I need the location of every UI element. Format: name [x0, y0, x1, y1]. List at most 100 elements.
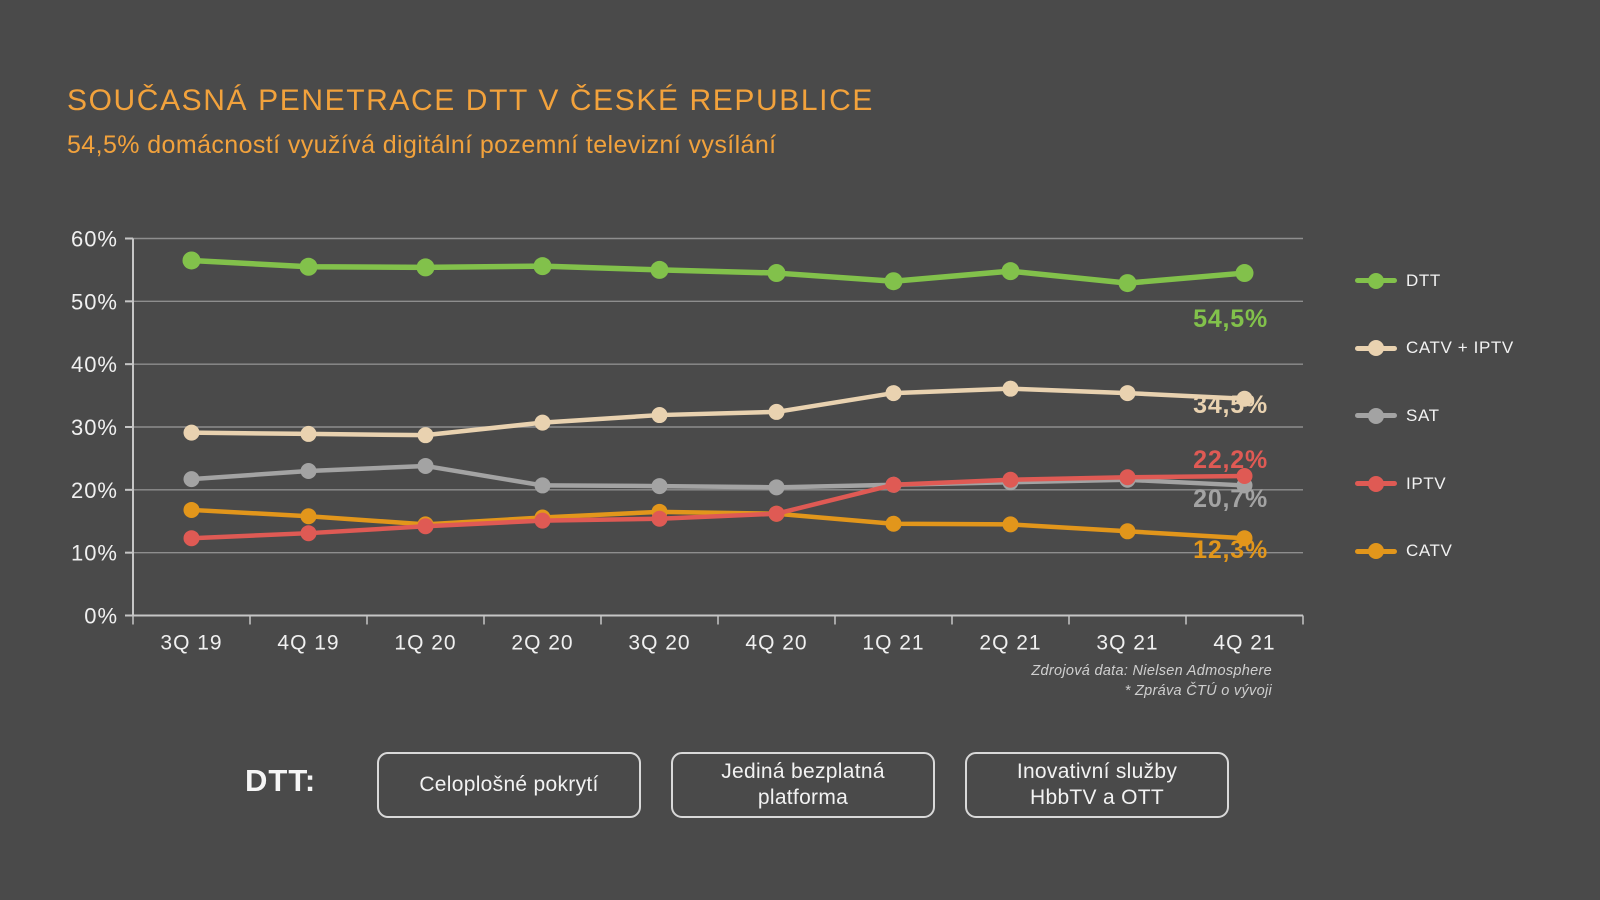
data-point-catv-3q-19	[183, 501, 200, 518]
series-line-sat	[189, 463, 1247, 490]
y-tick-label: 20%	[71, 478, 118, 503]
page-subtitle: 54,5% domácností využívá digitální pozem…	[67, 131, 777, 159]
legend-marker-dot	[1368, 407, 1384, 424]
data-point-catv-iptv-1q-21	[885, 385, 902, 402]
benefit-box-coverage: Celoplošné pokrytí	[377, 752, 641, 818]
data-point-catv-iptv-3q-20	[651, 407, 668, 424]
data-point-sat-2q-20	[534, 477, 551, 494]
legend-marker-line	[1355, 543, 1397, 560]
data-point-catv-iptv-3q-21	[1119, 385, 1136, 402]
y-tick-label: 50%	[71, 289, 118, 314]
data-point-dtt-3q-20	[650, 260, 669, 279]
end-label-catv: 12,3%	[1193, 536, 1268, 565]
x-tick-label: 4Q 20	[745, 632, 807, 655]
legend-label: CATV + IPTV	[1406, 338, 1514, 358]
data-point-catv-iptv-4q-21	[1236, 390, 1253, 407]
x-tick-label: 4Q 19	[277, 632, 339, 655]
x-tick-label: 1Q 20	[394, 632, 456, 655]
end-label-iptv: 22,2%	[1193, 446, 1268, 474]
series-line-catv-iptv	[189, 386, 1247, 438]
legend-marker-dot	[1368, 475, 1384, 492]
legend-label: SAT	[1406, 405, 1440, 425]
series-catv	[183, 501, 1253, 547]
data-point-iptv-3q-21	[1119, 469, 1136, 486]
data-point-catv-iptv-2q-20	[534, 414, 551, 431]
data-point-dtt-4q-20	[767, 264, 786, 283]
series-dtt	[182, 251, 1254, 293]
data-point-catv-2q-21	[1002, 516, 1019, 533]
end-label-catv-iptv: 34,5%	[1193, 390, 1268, 419]
data-point-sat-4q-20	[768, 479, 785, 496]
legend-item-dtt: DTT	[1355, 269, 1441, 293]
data-point-iptv-2q-21	[1002, 471, 1019, 488]
x-tick-label: 3Q 20	[628, 632, 690, 655]
data-point-catv-iptv-2q-21	[1002, 380, 1019, 397]
data-point-catv-iptv-3q-19	[183, 424, 200, 441]
header: SOUČASNÁ PENETRACE DTT V ČESKÉ REPUBLICE…	[67, 84, 874, 160]
page-title: SOUČASNÁ PENETRACE DTT V ČESKÉ REPUBLICE	[67, 84, 874, 117]
data-point-sat-3q-20	[651, 478, 668, 495]
data-point-dtt-1q-21	[884, 272, 903, 291]
legend-marker-line	[1355, 340, 1397, 357]
series-line-iptv	[189, 473, 1247, 541]
data-point-dtt-3q-19	[182, 251, 201, 270]
data-point-iptv-1q-20	[417, 518, 434, 535]
data-point-sat-1q-20	[417, 457, 434, 474]
y-tick-label: 60%	[71, 227, 118, 252]
x-tick-label: 3Q 19	[160, 632, 222, 655]
legend-label: IPTV	[1406, 473, 1447, 493]
data-point-iptv-4q-19	[300, 525, 317, 542]
x-tick-label: 1Q 21	[862, 632, 924, 655]
data-point-catv-3q-21	[1119, 523, 1136, 540]
data-point-sat-3q-19	[183, 471, 200, 488]
data-point-catv-1q-21	[885, 515, 902, 532]
y-tick-label: 10%	[71, 541, 118, 566]
y-tick-label: 30%	[71, 415, 118, 440]
benefit-box-innovative: Inovativní služby HbbTV a OTT	[965, 752, 1229, 818]
data-point-iptv-3q-19	[183, 530, 200, 547]
data-point-catv-iptv-4q-19	[300, 425, 317, 442]
data-point-iptv-1q-21	[885, 476, 902, 493]
legend-label: DTT	[1406, 270, 1441, 290]
data-point-dtt-4q-19	[299, 257, 318, 276]
data-point-dtt-1q-20	[416, 258, 435, 277]
legend-marker-dot	[1368, 543, 1384, 560]
legend-item-catv: CATV	[1355, 539, 1452, 563]
benefit-boxes: Celoplošné pokrytí Jediná bezplatná plat…	[377, 752, 1229, 818]
source-note-line2: * Zpráva ČTÚ o vývoji	[1124, 683, 1272, 700]
end-label-dtt: 54,5%	[1193, 305, 1268, 334]
x-tick-label: 2Q 20	[511, 632, 573, 655]
x-tick-label: 3Q 21	[1096, 632, 1158, 655]
legend-item-catv-iptv: CATV + IPTV	[1355, 336, 1514, 360]
data-point-catv-4q-19	[300, 508, 317, 525]
data-point-dtt-2q-20	[533, 257, 552, 276]
series-line-catv	[189, 507, 1247, 541]
series-iptv	[183, 468, 1253, 547]
source-note-line1: Zdrojová data: Nielsen Admosphere	[1031, 663, 1272, 679]
data-point-iptv-3q-20	[651, 510, 668, 527]
source-note: Zdrojová data: Nielsen Admosphere * Zprá…	[1031, 661, 1272, 702]
series-catv-iptv	[183, 380, 1253, 444]
y-tick-label: 40%	[71, 352, 118, 377]
legend-item-iptv: IPTV	[1355, 472, 1446, 496]
legend-label: CATV	[1406, 541, 1453, 561]
data-point-sat-4q-19	[300, 462, 317, 479]
legend-marker-line	[1355, 475, 1397, 492]
legend-marker-dot	[1368, 340, 1384, 357]
data-point-iptv-4q-21	[1236, 468, 1253, 485]
y-tick-label: 0%	[84, 604, 118, 629]
series-line-dtt	[188, 257, 1248, 286]
legend-marker-line	[1355, 272, 1397, 289]
data-point-dtt-3q-21	[1118, 274, 1137, 293]
x-tick-label: 2Q 21	[979, 632, 1041, 655]
data-point-catv-4q-21	[1236, 530, 1253, 547]
data-point-iptv-2q-20	[534, 512, 551, 529]
data-point-dtt-4q-21	[1235, 264, 1254, 283]
data-point-dtt-2q-21	[1001, 262, 1020, 281]
legend-marker-dot	[1368, 272, 1384, 289]
dtt-label: DTT:	[245, 763, 317, 798]
x-tick-label: 4Q 21	[1213, 632, 1275, 655]
legend-item-sat: SAT	[1355, 404, 1440, 428]
